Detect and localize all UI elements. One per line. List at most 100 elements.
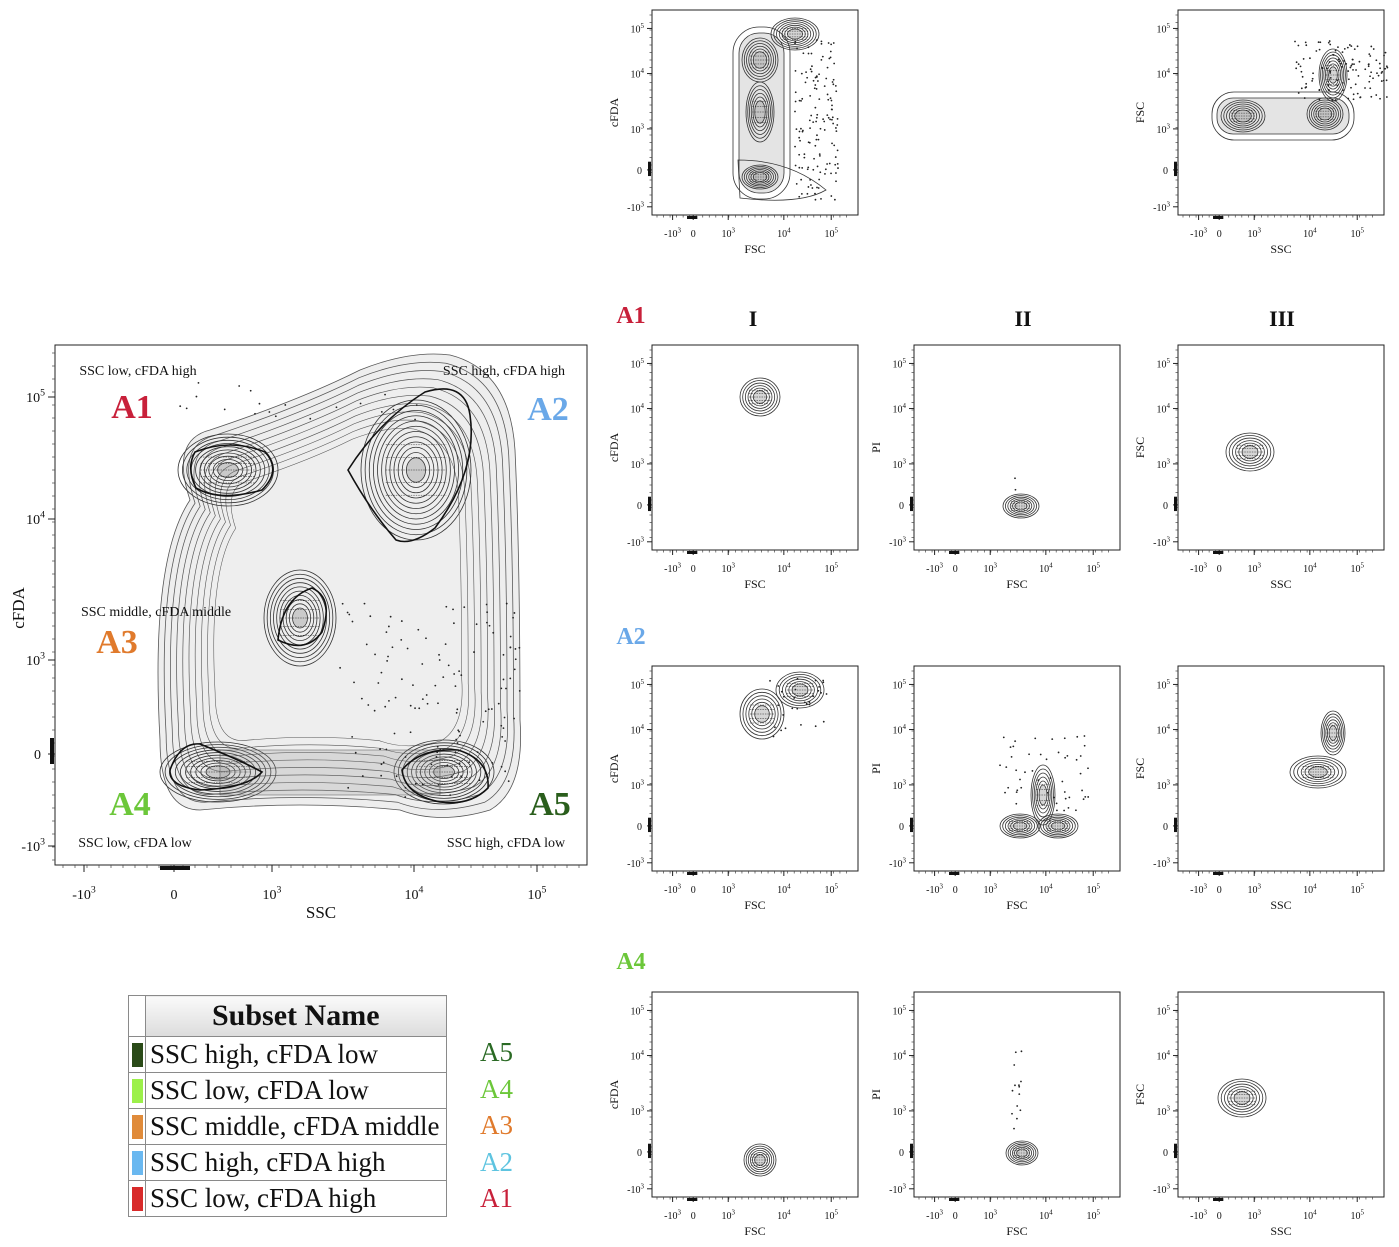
outlier-event	[1319, 41, 1322, 44]
legend-swatch	[131, 1186, 143, 1211]
outlier-event	[1317, 41, 1320, 44]
region-desc: SSC middle, cFDA middle	[81, 605, 231, 620]
outlier-event	[808, 703, 811, 706]
outlier-event	[812, 695, 815, 698]
outlier-event	[274, 415, 277, 418]
outlier-event	[1354, 83, 1357, 86]
outlier-event	[1369, 75, 1371, 78]
outlier-event	[395, 775, 398, 778]
outlier-event	[421, 698, 424, 701]
outlier-event	[1352, 98, 1355, 101]
contour-level	[273, 582, 327, 654]
y-tick-label: -103	[1153, 856, 1170, 870]
outlier-event	[379, 748, 381, 751]
outlier-event	[814, 725, 817, 728]
y-tick-label: 104	[26, 510, 45, 528]
outlier-event	[449, 794, 452, 797]
contour-level	[738, 32, 785, 194]
outlier-event	[1305, 86, 1308, 88]
outlier-event	[518, 690, 521, 692]
outlier-event	[802, 129, 804, 132]
outlier-event	[1083, 744, 1086, 747]
contour-level	[748, 698, 776, 730]
outlier-event	[1385, 96, 1388, 98]
outlier-event	[831, 118, 833, 121]
outlier-event	[1340, 62, 1342, 65]
outlier-event	[800, 192, 803, 195]
outlier-event	[835, 127, 837, 129]
outlier-event	[414, 418, 416, 421]
outlier-event	[825, 77, 828, 80]
legend-name: SSC high, cFDA low	[145, 1036, 447, 1073]
outlier-event	[809, 178, 812, 181]
outlier-event	[832, 78, 835, 81]
panel-frame	[913, 344, 1121, 551]
y-tick-label: -103	[889, 856, 906, 870]
outlier-event	[1300, 87, 1303, 90]
x-tick-label: 103	[1247, 227, 1261, 241]
outlier-event	[463, 606, 466, 609]
outlier-event	[806, 76, 809, 79]
contour-level	[744, 382, 776, 412]
outlier-event	[827, 98, 830, 101]
contour-level	[1300, 762, 1336, 783]
x-zero-band	[1213, 551, 1224, 554]
contour-level	[411, 750, 477, 794]
outlier-event	[339, 666, 341, 669]
x-tick-label: 104	[777, 1209, 791, 1223]
outlier-event	[438, 653, 440, 656]
outlier-event	[1016, 789, 1019, 792]
outlier-event	[815, 88, 818, 90]
y-tick-label: 105	[26, 388, 45, 406]
contour-level	[188, 394, 489, 778]
outlier-event	[1061, 780, 1064, 783]
outlier-event	[782, 714, 785, 716]
outlier-event	[1345, 62, 1348, 65]
y-tick-label: 104	[631, 1049, 645, 1063]
x-tick-label: 105	[1086, 1209, 1100, 1223]
outlier-event	[822, 681, 825, 684]
small-contour-plots: -103 0 103 104 105 FSC 105 104 103 0 -103 cFDA -103 0…	[607, 9, 1389, 1238]
outlier-event	[1334, 99, 1337, 101]
outlier-event	[1311, 77, 1314, 80]
y-axis-label: cFDA	[607, 1080, 621, 1110]
outlier-event	[1018, 1084, 1020, 1087]
outlier-event	[1297, 44, 1300, 47]
legend-tag: A4	[480, 1073, 513, 1104]
x-tick-label: 104	[1039, 1209, 1053, 1223]
outlier-event	[380, 410, 383, 413]
contour-level	[743, 166, 777, 188]
outlier-event	[832, 42, 835, 44]
contour-group-top-fsc-cfda	[732, 17, 839, 201]
outlier-event	[1352, 68, 1354, 71]
y-tick-label: 105	[631, 1004, 645, 1018]
contour-level	[750, 92, 770, 132]
outlier-event	[458, 762, 461, 765]
outlier-event	[1343, 47, 1346, 50]
outlier-event	[798, 130, 801, 133]
y-tick-label: -103	[1153, 200, 1170, 214]
outlier-event	[436, 745, 439, 748]
y-axis-label: FSC	[1133, 758, 1147, 779]
outlier-event	[798, 99, 801, 102]
legend-name: SSC high, cFDA high	[145, 1144, 447, 1181]
y-zero-band	[910, 1143, 913, 1159]
legend-tag: A3	[480, 1110, 513, 1141]
outlier-event	[795, 128, 798, 131]
contour-level	[1002, 493, 1040, 519]
outlier-event	[780, 729, 783, 732]
outlier-event	[829, 97, 832, 100]
outlier-event	[813, 87, 816, 90]
outlier-event	[1295, 67, 1298, 70]
y-tick-label: -103	[1153, 1182, 1170, 1196]
outlier-event	[502, 653, 505, 656]
outlier-event	[347, 786, 350, 789]
outlier-event	[836, 124, 839, 126]
outlier-event	[1018, 1085, 1021, 1088]
outlier-event	[1370, 71, 1373, 74]
contour-level	[1228, 105, 1258, 127]
y-tick-label: 0	[1163, 1148, 1168, 1159]
outlier-event	[1014, 1084, 1016, 1087]
contour-level	[1012, 1145, 1033, 1161]
